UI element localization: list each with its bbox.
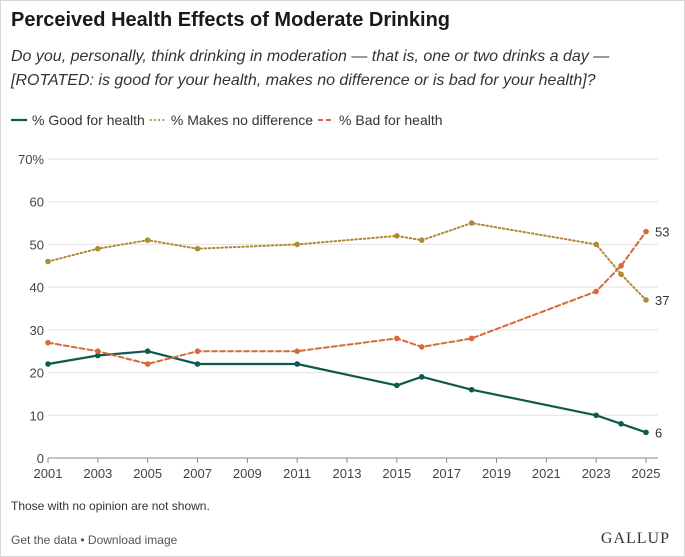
data-point-no-difference	[45, 258, 51, 265]
line-chart: 0 10 20 30 40 50 60 70% 2001 2003 2005 2007 2009 2011…	[18, 152, 670, 481]
x-tick-label: 2017	[432, 466, 461, 481]
data-point-good	[618, 421, 624, 427]
gallup-logo: GALLUP	[600, 530, 670, 547]
legend: % Good for health % Makes no difference …	[11, 112, 448, 128]
x-tick-label: 2023	[582, 466, 611, 481]
legend-swatch-bad	[318, 119, 335, 121]
x-tick-label: 2007	[183, 466, 212, 481]
x-tick-label: 2019	[482, 466, 511, 481]
x-tick-label: 2005	[133, 466, 162, 481]
data-point-bad	[593, 288, 599, 295]
end-label-bad: 53	[655, 225, 669, 240]
y-tick-label: 50	[30, 237, 44, 252]
data-point-bad	[468, 335, 475, 342]
x-tick-label: 2025	[632, 466, 661, 481]
data-point-no-difference	[593, 241, 599, 248]
legend-item-good: % Good for health	[11, 112, 145, 128]
download-image-link[interactable]: Download image	[87, 533, 178, 547]
data-point-no-difference	[468, 220, 475, 226]
footer-separator: •	[77, 533, 88, 547]
y-tick-label: 70%	[18, 152, 44, 167]
y-tick-label: 0	[37, 451, 44, 466]
data-point-no-difference	[418, 237, 425, 243]
y-tick-label: 40	[30, 280, 44, 295]
data-point-no-difference	[95, 245, 101, 252]
legend-item-no-difference: % Makes no difference	[149, 112, 314, 128]
data-point-bad	[194, 348, 201, 355]
data-point-good	[593, 412, 599, 419]
legend-label-bad: % Bad for health	[339, 112, 443, 128]
data-point-no-difference	[144, 237, 151, 243]
data-point-bad	[618, 262, 624, 269]
data-point-bad	[45, 339, 51, 346]
legend-label-good: % Good for health	[32, 112, 145, 128]
x-tick-label: 2011	[283, 466, 311, 481]
data-point-no-difference	[643, 297, 649, 303]
get-data-link[interactable]: Get the data	[11, 533, 78, 547]
data-point-bad	[643, 228, 649, 235]
data-point-good	[95, 352, 101, 359]
data-point-good	[468, 386, 475, 393]
footer-links: Get the data • Download image	[11, 533, 177, 547]
x-tick-label: 2001	[34, 466, 63, 481]
data-point-good	[194, 361, 201, 367]
chart-title: Perceived Health Effects of Moderate Dri…	[11, 9, 451, 31]
data-point-good	[144, 348, 151, 355]
legend-swatch-good	[11, 118, 27, 122]
data-point-bad	[294, 348, 300, 355]
end-label-no-difference: 37	[655, 293, 669, 308]
chart-subtitle: Do you, personally, think drinking in mo…	[11, 48, 610, 89]
legend-label-no-difference: % Makes no difference	[170, 112, 314, 128]
data-point-bad	[418, 344, 425, 350]
y-tick-label: 20	[30, 366, 44, 381]
chart-note: Those with no opinion are not shown.	[11, 499, 210, 513]
series-line-bad	[47, 230, 647, 365]
y-tick-label: 10	[30, 408, 44, 423]
data-point-no-difference	[618, 271, 624, 278]
data-point-bad	[95, 348, 101, 355]
series-line-good	[46, 350, 648, 434]
data-point-bad	[394, 335, 400, 342]
data-point-no-difference	[294, 241, 300, 248]
end-label-good: 6	[655, 425, 662, 440]
x-tick-label: 2021	[532, 466, 561, 481]
y-tick-label: 30	[30, 323, 44, 338]
legend-item-bad: % Bad for health	[318, 112, 443, 128]
x-tick-label: 2003	[83, 466, 112, 481]
data-point-good	[418, 374, 425, 380]
series-line-no-difference	[47, 222, 647, 301]
data-point-good	[643, 429, 649, 436]
x-tick-label: 2013	[333, 466, 362, 481]
data-point-good	[294, 361, 300, 367]
x-tick-label: 2009	[233, 466, 262, 481]
y-tick-label: 60	[30, 195, 44, 210]
data-point-bad	[144, 361, 151, 367]
data-point-no-difference	[394, 233, 400, 239]
legend-swatch-no-difference	[149, 119, 166, 121]
data-point-no-difference	[194, 245, 201, 252]
data-point-good	[45, 361, 51, 367]
x-tick-label: 2015	[382, 466, 411, 481]
data-point-good	[394, 382, 400, 389]
